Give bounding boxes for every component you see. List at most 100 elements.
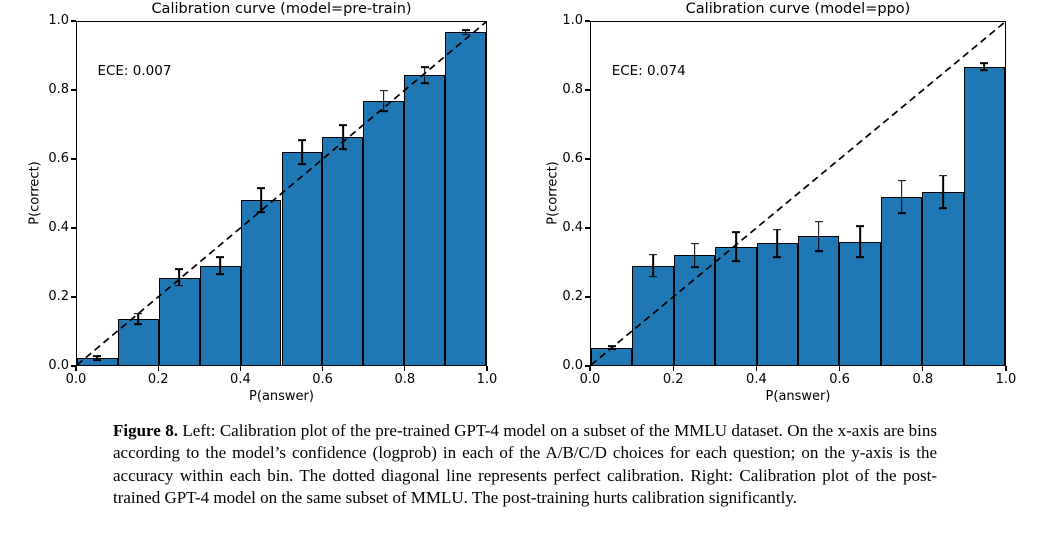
error-bar-cap (607, 345, 616, 348)
error-bar (776, 229, 779, 257)
x-tick-label: 0.2 (662, 372, 684, 387)
y-tick-label: 0.0 (48, 358, 69, 373)
error-bar (859, 226, 861, 257)
x-tick-label: 0.4 (230, 372, 251, 387)
y-tick-label: 1.0 (562, 13, 583, 28)
figure-caption-text: Left: Calibration plot of the pre-traine… (113, 421, 938, 507)
error-bar-cap (379, 89, 388, 92)
y-tick-mark (585, 158, 590, 160)
error-bar (735, 232, 737, 262)
error-bar (178, 269, 181, 286)
bar-bin-5 (798, 236, 840, 365)
error-bar-cap (461, 33, 470, 36)
error-bar-cap (731, 260, 740, 262)
x-tick-mark (1005, 366, 1007, 371)
x-tick-mark (486, 366, 488, 371)
x-tick-label: 0.8 (394, 372, 416, 387)
x-tick-mark (755, 366, 758, 371)
chart-ppo: Calibration curve (model=ppo) P(correct)… (527, 0, 1054, 410)
y-tick-mark (71, 227, 76, 229)
figure-caption: Figure 8. Left: Calibration plot of the … (113, 420, 937, 509)
y-tick-mark (585, 89, 590, 91)
y-tick-mark (585, 296, 590, 298)
y-tick-label: 0.8 (48, 82, 69, 97)
error-bar-cap (773, 228, 782, 231)
x-tick-mark (589, 366, 591, 371)
y-axis-label: P(correct) (545, 161, 561, 225)
error-bar-cap (731, 231, 740, 234)
bar-bin-2 (673, 255, 716, 365)
plot-area: ECE: 0.074 (590, 21, 1006, 366)
error-bar-cap (814, 250, 823, 252)
ece-annotation: ECE: 0.074 (611, 63, 686, 80)
error-bar-cap (856, 225, 865, 227)
y-tick-label: 0.0 (562, 358, 583, 373)
y-tick-mark (71, 365, 76, 367)
error-bar (652, 254, 654, 277)
bar-bin-7 (880, 196, 923, 365)
x-tick-label: 0.4 (746, 372, 767, 387)
y-tick-mark (585, 365, 590, 367)
figure-number-label: Figure 8. (113, 421, 178, 440)
y-tick-label: 0.6 (562, 151, 583, 166)
y-tick-label: 0.6 (48, 151, 69, 166)
error-bar-cap (175, 268, 184, 271)
x-tick-label: 1.0 (476, 372, 498, 387)
x-tick-label: 0.0 (579, 372, 601, 387)
error-bar-cap (134, 322, 143, 325)
error-bar-cap (420, 66, 429, 68)
error-bar-cap (134, 312, 143, 315)
error-bar-cap (175, 284, 184, 287)
error-bar-cap (93, 355, 102, 358)
error-bar (96, 356, 99, 360)
bar-bin-1 (632, 265, 674, 365)
bar-bin-6 (839, 241, 881, 365)
x-axis-label: P(answer) (765, 389, 831, 404)
chart-title: Calibration curve (model=pre-train) (151, 1, 412, 17)
error-bar-cap (856, 256, 865, 258)
y-tick-label: 0.4 (562, 220, 583, 235)
chart-title: Calibration curve (model=ppo) (685, 1, 911, 17)
x-tick-mark (922, 366, 924, 371)
y-tick-mark (585, 227, 590, 229)
error-bar-cap (257, 187, 266, 190)
bar-bin-8 (922, 191, 964, 365)
x-tick-mark (321, 366, 324, 371)
bar-bin-3 (715, 246, 757, 365)
y-tick-label: 0.2 (48, 289, 69, 304)
bar-bin-5 (281, 152, 323, 365)
y-tick-mark (71, 20, 76, 22)
error-bar-cap (649, 253, 658, 256)
bar-bin-9 (963, 66, 1005, 365)
error-bar-cap (607, 348, 616, 351)
ece-annotation: ECE: 0.007 (97, 63, 172, 80)
error-bar (817, 221, 820, 252)
error-bar-cap (93, 359, 102, 361)
error-bar (610, 346, 613, 350)
bar-bin-9 (445, 32, 486, 365)
chart-pretrain: Calibration curve (model=pre-train) P(co… (0, 0, 527, 410)
perfect-calibration-line (76, 21, 487, 366)
error-bar-cap (649, 275, 658, 278)
error-bar (137, 313, 140, 324)
bar-bin-8 (404, 75, 446, 365)
error-bar-cap (690, 266, 699, 268)
error-bar-cap (338, 124, 347, 126)
x-tick-label: 0.6 (829, 372, 850, 387)
x-tick-label: 0.0 (65, 372, 87, 387)
error-bar-cap (297, 163, 306, 166)
error-bar (423, 66, 426, 84)
error-bar-cap (338, 148, 347, 150)
error-bar (464, 29, 467, 35)
error-bar (942, 175, 944, 208)
y-tick-label: 0.8 (562, 82, 583, 97)
error-bar (260, 188, 262, 213)
x-tick-mark (838, 366, 841, 371)
error-bar-cap (420, 82, 429, 85)
x-axis-label: P(answer) (249, 389, 314, 404)
error-bar-cap (297, 139, 306, 142)
x-tick-label: 0.2 (147, 372, 169, 387)
error-bar-cap (379, 110, 388, 113)
error-bar (342, 124, 344, 149)
